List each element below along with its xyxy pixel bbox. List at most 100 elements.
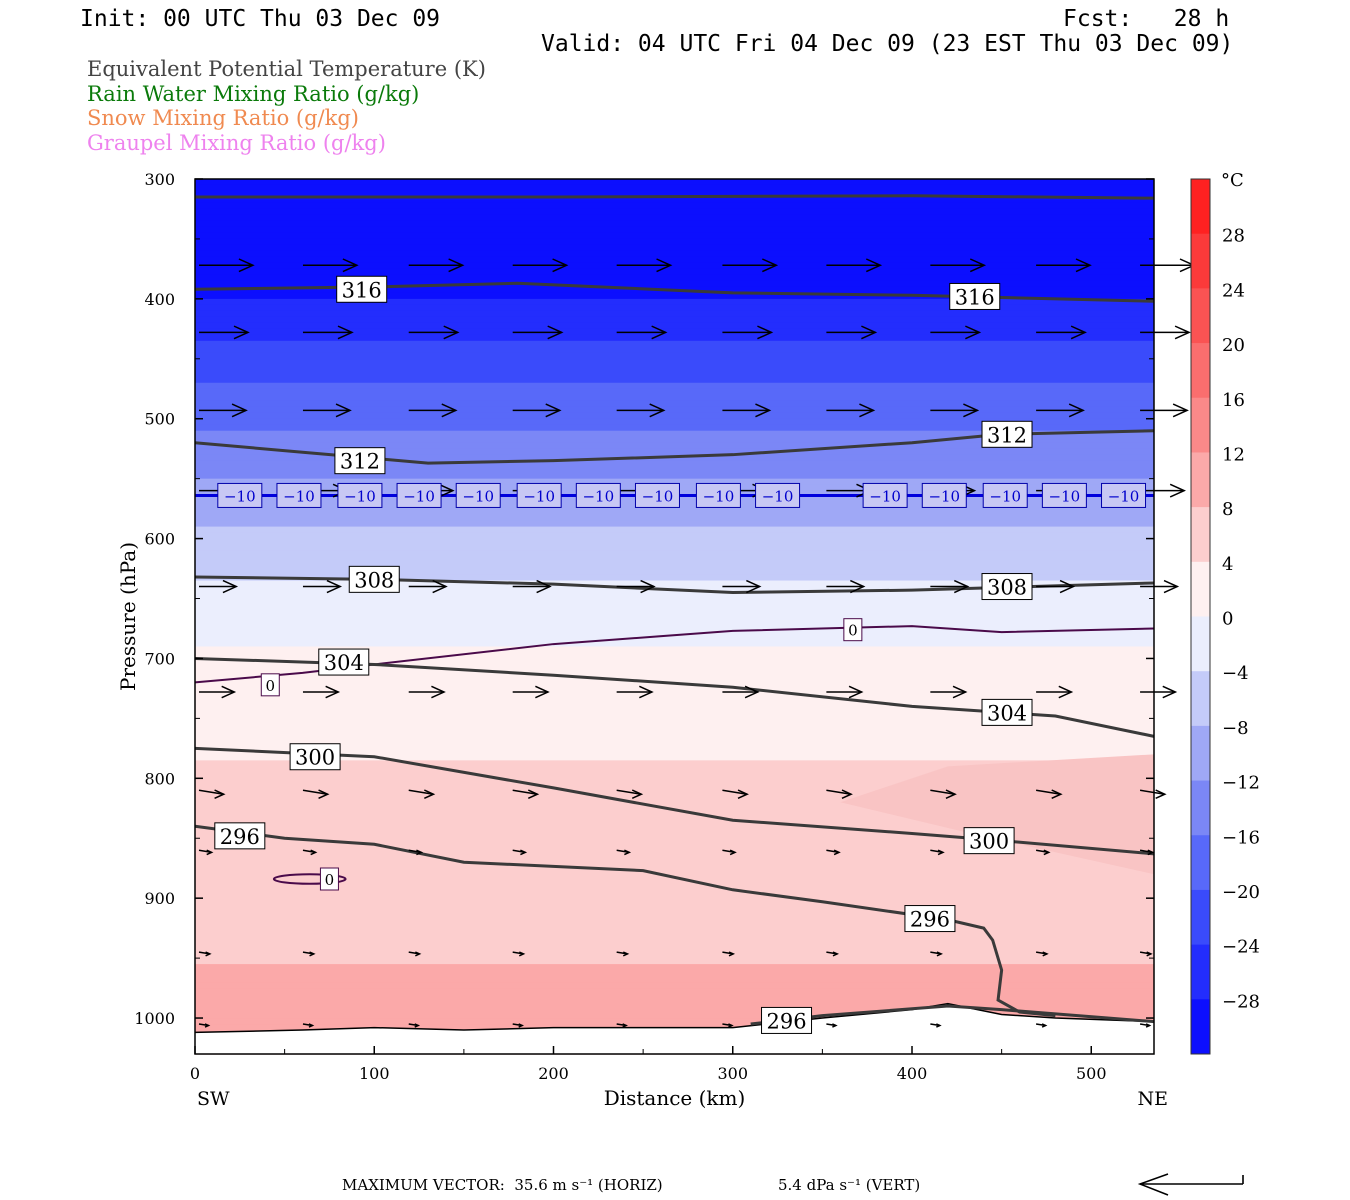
wind-vector [616,403,666,418]
wind-vector [408,849,424,856]
temperature-band [195,244,1154,252]
wind-vector [1036,685,1074,699]
theta-e-label-box [949,282,1001,310]
theta-e-label-box [334,447,386,475]
zero-isotherm-label-box [319,867,339,891]
temperature-band [195,220,1154,228]
temperature-band [195,850,1154,857]
colorbar-tick-label: 12 [1222,444,1245,465]
x-tick-label: 200 [538,1064,569,1083]
temperature-band [195,568,1154,576]
y-tick-label: 600 [144,530,175,549]
zero-isotherm-label: 0 [325,871,335,889]
temperature-band [195,292,1154,300]
y-tick-label: 700 [144,649,175,668]
wind-vector [512,325,564,340]
wind-vector [512,951,526,957]
temperature-band [195,724,1154,731]
theta-e-label-box [981,698,1033,726]
temperature-band [195,634,1154,642]
temperature-band [195,358,1154,366]
temperature-band [195,784,1154,791]
theta-e-label: 304 [324,651,364,675]
minus10-label-box [755,482,801,508]
wind-vector [826,325,878,340]
theta-e-label: 296 [220,825,260,849]
temperature-band [195,226,1154,234]
temperature-band [195,712,1154,719]
wind-vector [1036,258,1092,273]
temperature-band [195,310,1154,318]
minus10-label-box [217,482,263,508]
wind-vector [302,579,343,594]
temperature-band [195,880,1154,887]
legend-theta-e: Equivalent Potential Temperature (K) [87,57,486,81]
theta-e-label-box [963,827,1015,855]
temperature-band [195,838,1154,845]
wind-vector [199,685,237,699]
temperature-band [195,514,1154,522]
temperature-band [195,682,1154,690]
temperature-band [195,898,1154,905]
wind-vector [1139,789,1167,799]
colorbar-tick-label: 16 [1222,390,1245,411]
wind-vector [408,951,422,957]
temperature-band [195,916,1154,923]
temperature-band [195,658,1154,666]
temperature-band [195,700,1154,707]
temperature-band [195,394,1154,402]
wind-vector [408,403,458,418]
wind-vector [722,789,749,799]
temperature-band [195,460,1154,468]
colorbar-tick-label: −20 [1222,882,1260,903]
wind-vector [408,579,448,594]
wind-vector [826,1023,838,1028]
theta-e-label-box [348,565,400,593]
temperature-band [195,184,1154,192]
wind-vector [1139,1023,1152,1028]
temperature-band [195,412,1154,420]
colorbar-segment [1191,179,1210,235]
legend-graupel: Graupel Mixing Ratio (g/kg) [87,131,386,155]
temperature-band [195,316,1154,324]
wind-vector [199,258,255,273]
minus10-label: −10 [703,487,735,505]
colorbar-unit: °C [1221,170,1244,191]
temperature-band [195,802,1154,809]
wind-vector [302,685,341,699]
colorbar-tick-label: −16 [1222,827,1260,848]
wind-vector [722,685,760,699]
wind-vector [198,951,212,957]
theta-e-label-box [336,275,388,303]
wind-vector [1036,325,1087,340]
wind-vector [512,403,562,418]
valid-time: Valid: 04 UTC Fri 04 Dec 09 (23 EST Thu … [541,31,1234,57]
temperature-band [195,208,1154,216]
wind-vector [1140,579,1180,594]
minus10-label-box [982,482,1028,508]
wind-vector [722,325,774,340]
minus10-label-box [396,482,442,508]
wind-vector [512,579,552,594]
colorbar-segment [1191,343,1210,399]
temperature-band [195,328,1154,336]
colorbar-tick-label: 24 [1222,280,1245,301]
wind-vector [826,789,853,799]
wind-vector [302,951,316,957]
minus10-label: −10 [224,487,256,505]
x-axis-label: Distance (km) [604,1086,746,1110]
init-time: Init: 00 UTC Thu 03 Dec 09 [80,6,441,32]
wind-vector [826,951,840,957]
temperature-band [195,190,1154,198]
temperature-band [195,196,1154,204]
wind-vector [199,403,248,418]
temperature-band [195,694,1154,702]
minus10-label: −10 [403,487,435,505]
wind-vector [302,325,354,340]
colorbar-tick-label: −24 [1222,937,1260,958]
temperature-band [195,868,1154,875]
temperature-band [195,640,1154,648]
minus10-label-box [516,482,562,508]
temperature-band [195,856,1154,863]
wind-vector [1035,789,1063,799]
